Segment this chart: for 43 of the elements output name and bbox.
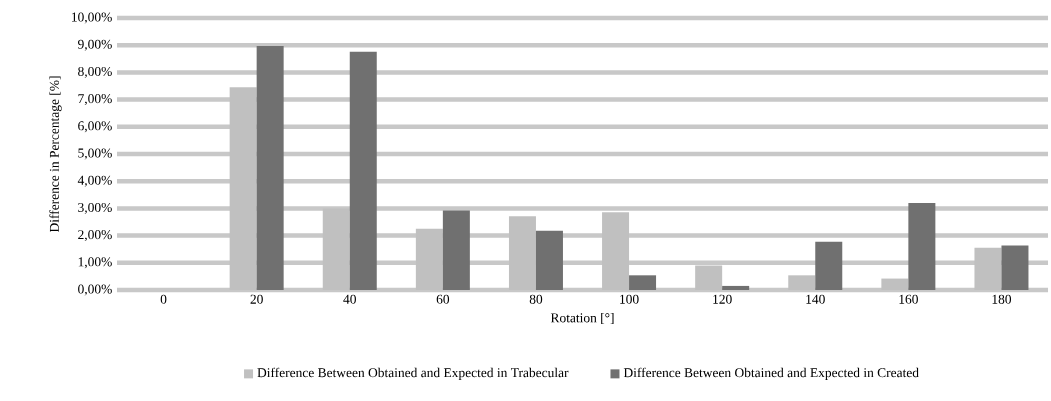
- y-tick-label: 10,00%: [72, 12, 112, 24]
- y-tick-label: 2,00%: [78, 230, 112, 242]
- x-tick-label: 160: [899, 294, 918, 304]
- legend-label: Difference Between Obtained and Expected in Trabecular: [257, 367, 569, 380]
- x-tick-label: 140: [806, 294, 825, 304]
- y-tick-label: 3,00%: [78, 202, 112, 214]
- bar: [415, 228, 443, 290]
- bar: [602, 212, 630, 290]
- x-axis-title: Rotation [°]: [550, 312, 614, 325]
- bar: [442, 210, 470, 290]
- legend-label: Difference Between Obtained and Expected in Created: [623, 367, 919, 380]
- y-tick-label: 7,00%: [78, 94, 112, 106]
- bar: [815, 241, 843, 290]
- x-tick-label: 80: [529, 294, 543, 304]
- bar: [322, 208, 350, 290]
- y-tick-label: 1,00%: [78, 257, 112, 269]
- bar: [695, 265, 723, 290]
- y-tick-label: 6,00%: [78, 121, 112, 133]
- x-tick-label: 100: [620, 294, 639, 304]
- y-axis-title: Difference in Percentage [%]: [49, 76, 62, 233]
- y-tick-label: 0,00%: [78, 284, 112, 296]
- y-tick-label: 4,00%: [77, 175, 112, 187]
- bar: [722, 285, 750, 290]
- y-tick-label: 8,00%: [78, 66, 112, 78]
- bar: [508, 216, 536, 290]
- x-tick-label: 120: [713, 294, 732, 304]
- x-tick-label: 60: [436, 294, 450, 304]
- bar: [349, 51, 377, 290]
- bar: [881, 278, 909, 290]
- y-tick-label: 5,00%: [78, 148, 112, 160]
- bar: [535, 230, 563, 290]
- bar: [629, 275, 657, 290]
- bar: [788, 275, 816, 290]
- x-tick-label: 0: [160, 294, 167, 304]
- bar: [908, 202, 936, 290]
- bar: [974, 247, 1002, 290]
- x-tick-label: 40: [343, 294, 356, 304]
- bar: [1001, 245, 1029, 290]
- y-tick-label: 9,00%: [78, 39, 112, 51]
- bar: [229, 87, 257, 290]
- x-tick-label: 20: [250, 294, 263, 304]
- x-tick-label: 180: [992, 294, 1012, 304]
- bar: [256, 46, 284, 290]
